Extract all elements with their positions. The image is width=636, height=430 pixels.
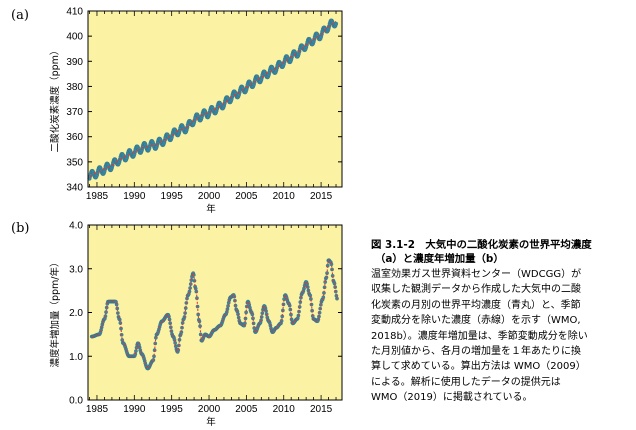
co2-y-tick-label: 360	[66, 132, 83, 143]
co2-y-tick-label: 340	[66, 183, 83, 194]
growth-y-axis-title: 濃度年増加量（ppm/年）	[49, 257, 61, 367]
co2-x-tick-label: 1995	[161, 191, 184, 202]
panel-b-label: (b)	[11, 221, 30, 236]
co2-y-tick-label: 380	[66, 82, 83, 93]
caption-body: 温室効果ガス世界資料センター（WDCGG）が 収集した観測データから作成した大気…	[371, 267, 629, 406]
co2-y-tick-label: 350	[66, 157, 83, 168]
co2-x-tick-label: 2015	[310, 191, 333, 202]
co2-y-tick-label: 400	[66, 32, 83, 43]
co2-x-tick-label: 2010	[273, 191, 296, 202]
caption-body-line: 温室効果ガス世界資料センター（WDCGG）が	[371, 269, 582, 280]
caption-body-line: た月別値から、各月の増加量を１年あたりに換	[371, 346, 581, 358]
co2-plot-area	[88, 11, 342, 187]
growth-y-tick-label: 2.0	[69, 308, 83, 319]
growth-y-tick-label: 1.0	[69, 352, 83, 363]
growth-y-tick-label: 4.0	[69, 221, 83, 232]
growth-x-tick-label: 2005	[235, 404, 258, 415]
caption-title-line: （a）と濃度年増加量（b）	[375, 253, 504, 265]
caption-body-line: 変動成分を除いた濃度（赤線）を示す（WMO,	[371, 315, 581, 327]
caption-body-line: 収集した観測データから作成した大気中の二酸	[371, 284, 581, 296]
caption-body-line: WMO（2019）に掲載されている。	[371, 392, 533, 404]
figure-caption: 図 3.1-2 大気中の二酸化炭素の世界平均濃度 （a）と濃度年増加量（b） 温…	[371, 238, 629, 406]
co2-x-tick-label: 2005	[235, 191, 258, 202]
co2-trend-line	[89, 21, 337, 177]
growth-plot-frame	[87, 224, 343, 401]
co2-monthly-point	[333, 21, 339, 26]
co2-x-axis-title: 年	[206, 203, 216, 215]
co2-x-tick-label: 2000	[198, 191, 221, 202]
growth-x-tick-label: 1990	[123, 404, 146, 415]
caption-title: 図 3.1-2 大気中の二酸化炭素の世界平均濃度 （a）と濃度年増加量（b）	[371, 238, 629, 266]
caption-body-line: 化炭素の月別の世界平均濃度（青丸）と、季節	[371, 299, 581, 311]
growth-x-axis-title: 年	[206, 416, 216, 428]
growth-x-tick-label: 1985	[86, 404, 109, 415]
growth-x-tick-label: 2000	[198, 404, 221, 415]
co2-y-axis-title: 二酸化炭素濃度（ppm）	[49, 46, 61, 153]
panel-a-label: (a)	[11, 8, 29, 23]
growth-y-tick-label: 3.0	[69, 264, 83, 275]
caption-body-line: 算して求めている。算出方法は WMO（2009）	[371, 361, 586, 373]
growth-y-tick-label: 0.0	[69, 396, 83, 407]
growth-x-tick-label: 2015	[310, 404, 333, 415]
growth-x-tick-label: 1995	[161, 404, 184, 415]
co2-y-tick-label: 390	[66, 57, 83, 68]
co2-y-tick-label: 410	[66, 7, 83, 18]
co2-plot-frame	[87, 10, 343, 188]
caption-body-line: による。解析に使用したデータの提供元は	[371, 376, 561, 388]
growth-x-tick-label: 2010	[273, 404, 296, 415]
caption-body-line: 2018b）。濃度年増加量は、季節変動成分を除い	[371, 330, 588, 342]
co2-x-tick-label: 1990	[123, 191, 146, 202]
co2-x-tick-label: 1985	[86, 191, 109, 202]
growth-plot-area	[88, 225, 342, 400]
co2-y-tick-label: 370	[66, 107, 83, 118]
caption-title-line: 図 3.1-2 大気中の二酸化炭素の世界平均濃度	[371, 239, 592, 251]
